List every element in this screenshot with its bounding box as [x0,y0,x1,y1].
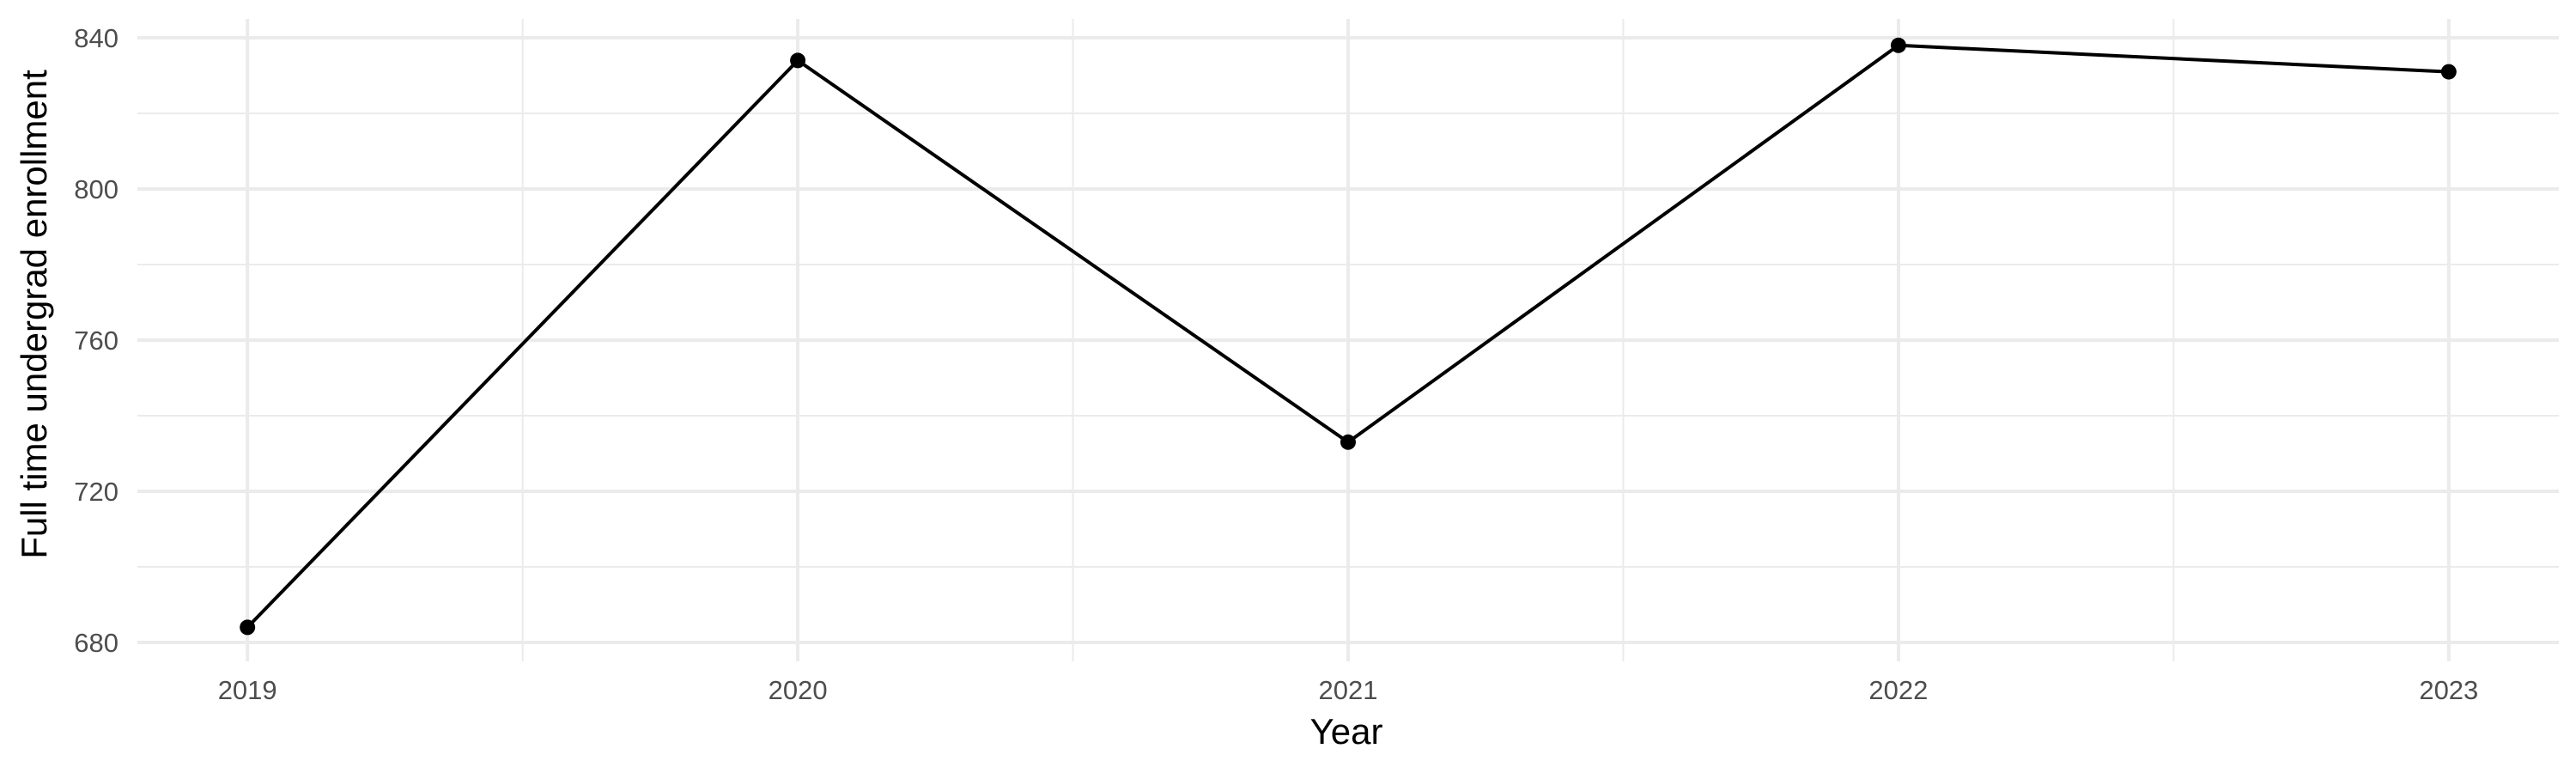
y-axis-tick-labels: 680 720 760 800 840 [74,23,118,658]
x-tick-label: 2020 [769,675,828,705]
y-tick-label: 840 [74,23,118,53]
y-tick-label: 760 [74,326,118,356]
data-point [1890,37,1906,53]
major-gridlines [137,19,2559,661]
x-axis-title: Year [1310,711,1383,752]
data-point [1340,434,1356,450]
y-tick-label: 680 [74,628,118,658]
x-axis-tick-labels: 2019 2020 2021 2022 2023 [218,675,2479,705]
y-tick-label: 720 [74,477,118,507]
data-point [240,619,256,636]
x-tick-label: 2023 [2419,675,2478,705]
x-tick-label: 2019 [218,675,277,705]
x-tick-label: 2022 [1868,675,1928,705]
x-tick-label: 2021 [1319,675,1378,705]
y-tick-label: 800 [74,174,118,204]
data-series [240,37,2457,636]
y-axis-title: Full time undergrad enrollment [14,70,54,559]
data-point [2440,64,2457,80]
data-point [790,52,806,69]
